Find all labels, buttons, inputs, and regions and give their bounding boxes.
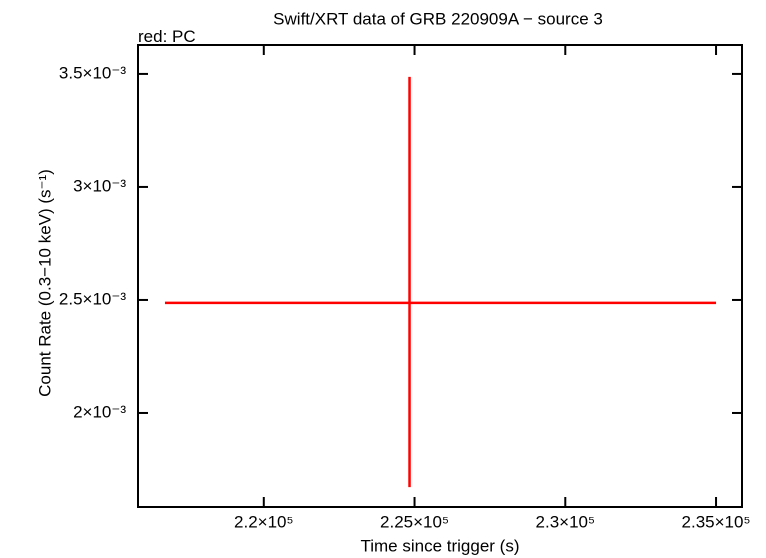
chart-subtitle: red: PC bbox=[138, 27, 196, 46]
x-tick-label: 2.3×10⁵ bbox=[536, 512, 596, 531]
y-tick-label: 3.5×10⁻³ bbox=[59, 63, 126, 82]
x-tick-label: 2.2×10⁵ bbox=[234, 512, 294, 531]
chart-title: Swift/XRT data of GRB 220909A − source 3 bbox=[273, 9, 603, 28]
x-tick-label: 2.35×10⁵ bbox=[682, 512, 751, 531]
x-axis-label: Time since trigger (s) bbox=[360, 536, 519, 555]
y-tick-label: 3×10⁻³ bbox=[73, 176, 126, 195]
y-axis-label: Count Rate (0.3−10 keV) (s⁻¹) bbox=[35, 169, 54, 397]
x-tick-label: 2.25×10⁵ bbox=[380, 512, 449, 531]
y-tick-label: 2.5×10⁻³ bbox=[59, 289, 126, 308]
y-tick-label: 2×10⁻³ bbox=[73, 402, 126, 421]
plot-frame bbox=[137, 44, 743, 508]
